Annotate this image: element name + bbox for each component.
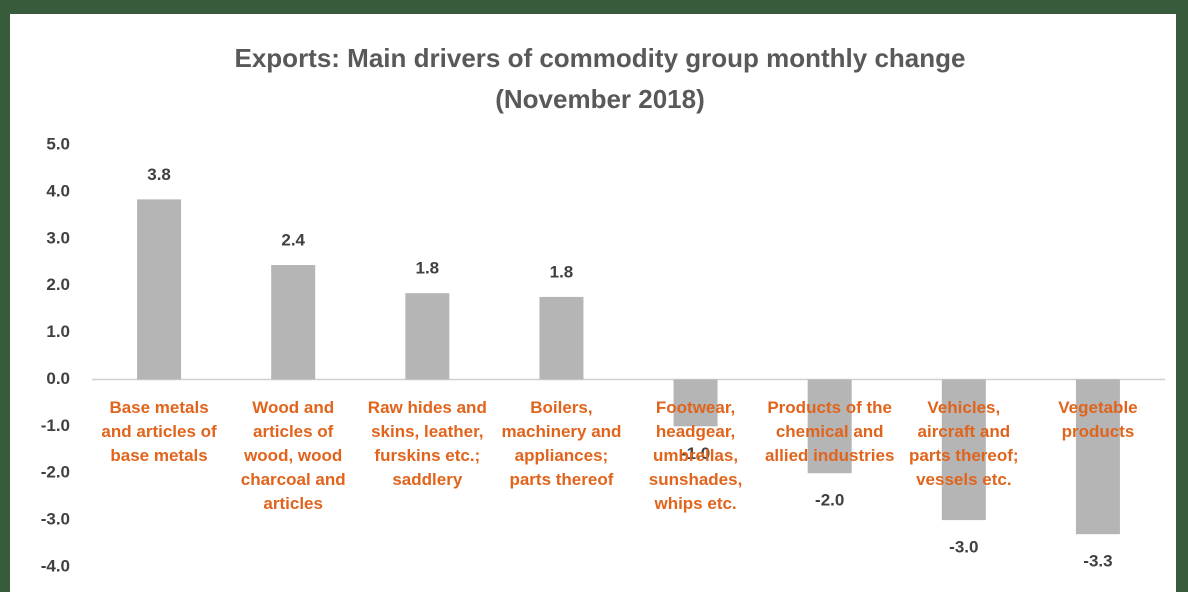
y-tick-label: 3.0	[46, 228, 70, 247]
x-tick-label: Products of the chemical and allied indu…	[764, 398, 895, 466]
x-tick-label: Footwear, headgear, umbrellas, sunshades…	[648, 398, 743, 514]
chart-title: Exports: Main drivers of commodity group…	[235, 43, 966, 73]
y-tick-label: 2.0	[46, 275, 70, 294]
bar	[941, 379, 986, 521]
x-tick-label: Base metals and articles of base metals	[101, 398, 217, 466]
bar	[405, 293, 450, 380]
y-tick-label: -2.0	[41, 463, 70, 482]
y-tick-label: -4.0	[41, 556, 70, 575]
x-tick-label: Raw hides and skins, leather, furskins e…	[367, 398, 487, 490]
bar	[137, 199, 182, 380]
x-tick-label: Boilers, machinery and appliances; parts…	[501, 398, 622, 490]
data-label: 3.8	[147, 165, 171, 184]
data-label: -1.0	[681, 444, 710, 463]
bar	[271, 265, 316, 380]
data-label: 2.4	[281, 231, 305, 250]
x-tick-label: Vehicles, aircraft and parts thereof; ve…	[909, 398, 1019, 490]
y-tick-label: 5.0	[46, 134, 70, 153]
y-tick-label: -1.0	[41, 416, 70, 435]
chart-subtitle: (November 2018)	[495, 84, 705, 114]
data-label: 1.8	[415, 259, 439, 278]
y-tick-label: -3.0	[41, 510, 70, 529]
x-tick-label: Vegetable products	[1058, 398, 1138, 442]
data-label: -3.0	[949, 538, 978, 557]
y-tick-label: 1.0	[46, 322, 70, 341]
bar	[673, 379, 718, 427]
y-tick-label: 4.0	[46, 181, 70, 200]
bar	[807, 379, 852, 474]
x-tick-label: Wood and articles of wood, wood charcoal…	[240, 398, 346, 514]
data-label: -3.3	[1083, 552, 1112, 571]
bar	[1075, 379, 1120, 535]
bar	[539, 296, 584, 380]
y-tick-label: 0.0	[46, 369, 70, 388]
data-label: -2.0	[815, 491, 844, 510]
data-label: 1.8	[550, 262, 574, 281]
